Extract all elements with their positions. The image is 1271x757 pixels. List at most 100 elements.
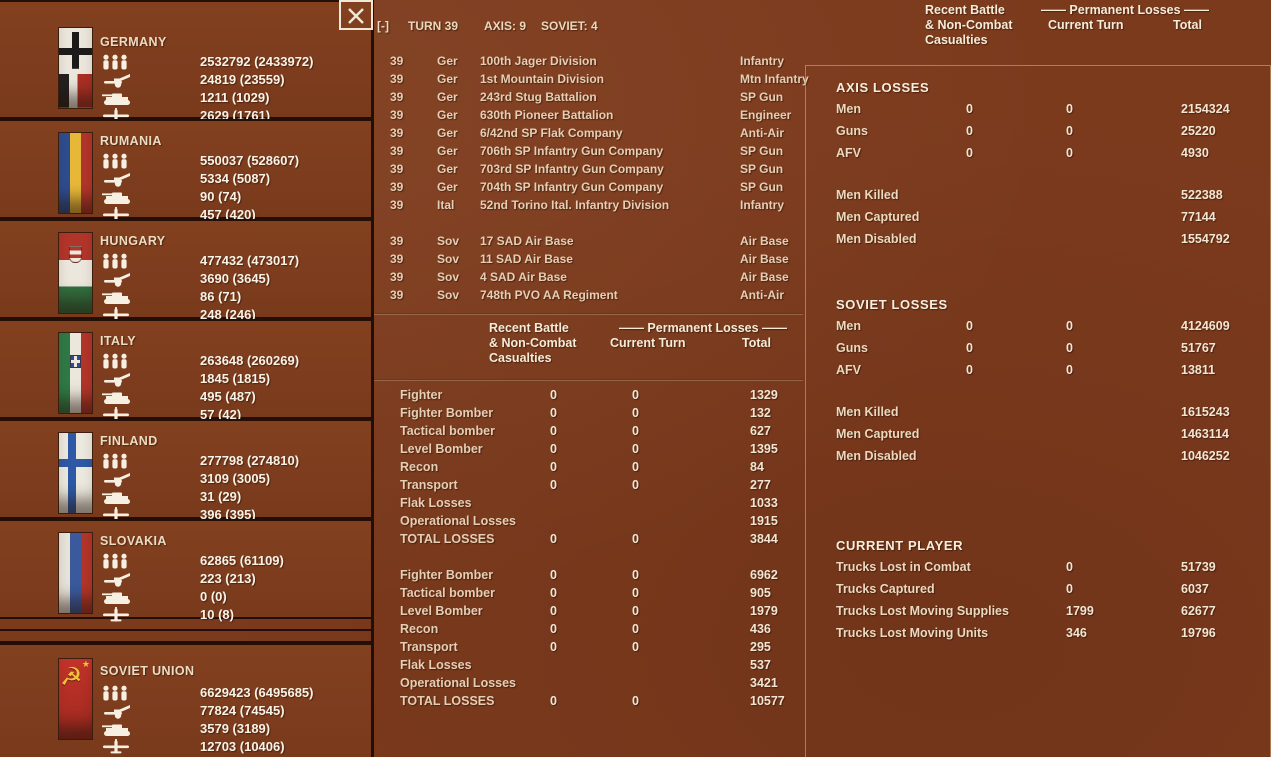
loss-row: Guns 0 0 25220 <box>806 122 1270 144</box>
loss-detail-row: Men Captured 1463114 <box>806 425 1270 447</box>
air-loss-row: Fighter 0 0 1329 <box>374 387 804 405</box>
unit-turn: 39 <box>390 126 404 140</box>
afv-value: 495 (487) <box>200 389 256 404</box>
destroyed-unit-row: 39 Ger 706th SP Infantry Gun Company SP … <box>374 143 804 161</box>
unit-name: 17 SAD Air Base <box>480 234 574 248</box>
unit-nationality: Ger <box>437 90 458 104</box>
header-non-combat: & Non-Combat <box>925 18 1013 32</box>
country-men-row: 2532792 (2433972) <box>100 53 364 71</box>
unit-nationality: Sov <box>437 270 460 284</box>
afv-value: 86 (71) <box>200 289 242 304</box>
loss-detail-row: Men Killed 522388 <box>806 186 1270 208</box>
unit-type: Air Base <box>740 252 789 266</box>
country-name: HUNGARY <box>100 234 166 248</box>
country-panel: SOVIET UNION 6629423 (6495685) <box>0 643 371 757</box>
air-loss-current: 0 <box>632 478 639 492</box>
truck-loss-row: Trucks Lost Moving Supplies 1799 62677 <box>806 602 1270 624</box>
country-name: SOVIET UNION <box>100 664 195 678</box>
loss-detail-row: Men Disabled 1554792 <box>806 230 1270 252</box>
men-value: 6629423 (6495685) <box>200 685 314 700</box>
men-icon <box>102 153 132 169</box>
air-loss-recent: 0 <box>550 604 557 618</box>
axis-air-losses-table: Fighter 0 0 1329 Fighter Bomber 0 0 132 … <box>374 387 804 549</box>
turn-summary-panel: [-] TURN 39 AXIS: 9 SOVIET: 4 39 Ger 100… <box>374 0 809 757</box>
air-loss-label: Transport <box>400 478 458 492</box>
loss-total: 1463114 <box>1181 427 1229 441</box>
collapsed-panel-divider <box>0 629 371 643</box>
air-loss-total: 537 <box>750 658 771 672</box>
air-loss-row: Transport 0 0 295 <box>374 639 804 657</box>
ground-losses-panel: AXIS LOSSES Men 0 0 2154324 Guns 0 0 252… <box>805 65 1271 757</box>
air-loss-recent: 0 <box>550 460 557 474</box>
loss-total: 62677 <box>1181 604 1216 618</box>
axis-destroyed-units-list: 39 Ger 100th Jager Division Infantry 39 … <box>374 53 809 215</box>
country-aircraft-row: 10 (8) <box>100 606 364 624</box>
header-permanent-losses: —— Permanent Losses —— <box>1040 3 1210 17</box>
unit-name: 11 SAD Air Base <box>480 252 573 266</box>
axis-losses-rows: Men 0 0 2154324 Guns 0 0 25220 AFV 0 0 4… <box>806 100 1270 166</box>
air-loss-total: 436 <box>750 622 771 636</box>
air-loss-current: 0 <box>632 442 639 456</box>
loss-label: Trucks Lost Moving Units <box>836 626 989 640</box>
air-loss-row: Operational Losses 1915 <box>374 513 804 531</box>
loss-row: AFV 0 0 4930 <box>806 144 1270 166</box>
country-afv-row: 1211 (1029) <box>100 89 364 107</box>
country-guns-row: 77824 (74545) <box>100 702 364 720</box>
air-loss-total: 1033 <box>750 496 778 510</box>
men-value: 277798 (274810) <box>200 453 300 468</box>
air-loss-total: 10577 <box>750 694 785 708</box>
air-loss-label: Tactical bomber <box>400 424 495 438</box>
aircraft-value: 248 (246) <box>200 307 256 322</box>
air-loss-total: 84 <box>750 460 764 474</box>
tank-icon <box>102 289 132 305</box>
loss-label: Trucks Lost Moving Supplies <box>836 604 1009 618</box>
unit-turn: 39 <box>390 72 404 86</box>
air-loss-current: 0 <box>632 406 639 420</box>
close-button[interactable] <box>339 0 373 30</box>
air-loss-label: Fighter <box>400 388 443 402</box>
destroyed-unit-row: 39 Ger 1st Mountain Division Mtn Infantr… <box>374 71 809 89</box>
country-losses-panel: GERMANY 2532792 (2433972) <box>0 0 373 757</box>
air-loss-row: Transport 0 0 277 <box>374 477 804 495</box>
unit-nationality: Ital <box>437 198 455 212</box>
country-guns-row: 24819 (23559) <box>100 71 364 89</box>
axis-losses-title: AXIS LOSSES <box>836 80 930 95</box>
men-value: 477432 (473017) <box>200 253 300 268</box>
air-loss-total: 1979 <box>750 604 778 618</box>
loss-label: Men <box>836 319 861 333</box>
destroyed-unit-row: 39 Ital 52nd Torino Ital. Infantry Divis… <box>374 197 804 215</box>
loss-total: 77144 <box>1181 210 1216 224</box>
destroyed-unit-row: 39 Ger 630th Pioneer Battalion Engineer <box>374 107 804 125</box>
tank-icon <box>102 90 132 106</box>
air-loss-current: 0 <box>632 694 639 708</box>
afv-value: 31 (29) <box>200 489 242 504</box>
unit-type: SP Gun <box>740 180 784 194</box>
air-loss-label: Flak Losses <box>400 496 472 510</box>
country-panel: ITALY 263648 (260269) <box>0 319 371 422</box>
air-loss-row: TOTAL LOSSES 0 0 3844 <box>374 531 804 549</box>
unit-nationality: Ger <box>437 54 458 68</box>
loss-recent: 0 <box>966 102 973 116</box>
collapse-toggle[interactable]: [-] <box>377 19 389 33</box>
air-loss-row: Recon 0 0 84 <box>374 459 804 477</box>
country-flag-icon <box>59 433 92 513</box>
air-loss-label: Level Bomber <box>400 442 483 456</box>
header-permanent-losses: —— Permanent Losses —— <box>618 321 788 335</box>
air-losses-header: Recent Battle & Non-Combat Casualties ——… <box>374 321 804 371</box>
air-loss-current: 0 <box>632 460 639 474</box>
unit-name: 706th SP Infantry Gun Company <box>480 144 664 158</box>
aircraft-value: 10 (8) <box>200 607 234 622</box>
turn-label: TURN 39 <box>408 19 459 33</box>
country-name: GERMANY <box>100 35 167 49</box>
unit-type: Infantry <box>740 54 785 68</box>
unit-name: 704th SP Infantry Gun Company <box>480 180 664 194</box>
unit-nationality: Sov <box>437 234 460 248</box>
country-panel: FINLAND 277798 (274810) <box>0 419 371 522</box>
men-value: 2532792 (2433972) <box>200 54 314 69</box>
soviet-air-losses-table: Fighter Bomber 0 0 6962 Tactical bomber … <box>374 567 804 711</box>
air-loss-total: 295 <box>750 640 771 654</box>
air-loss-label: TOTAL LOSSES <box>400 532 495 546</box>
airplane-icon <box>102 739 132 755</box>
unit-turn: 39 <box>390 252 404 266</box>
unit-name: 52nd Torino Ital. Infantry Division <box>480 198 670 212</box>
